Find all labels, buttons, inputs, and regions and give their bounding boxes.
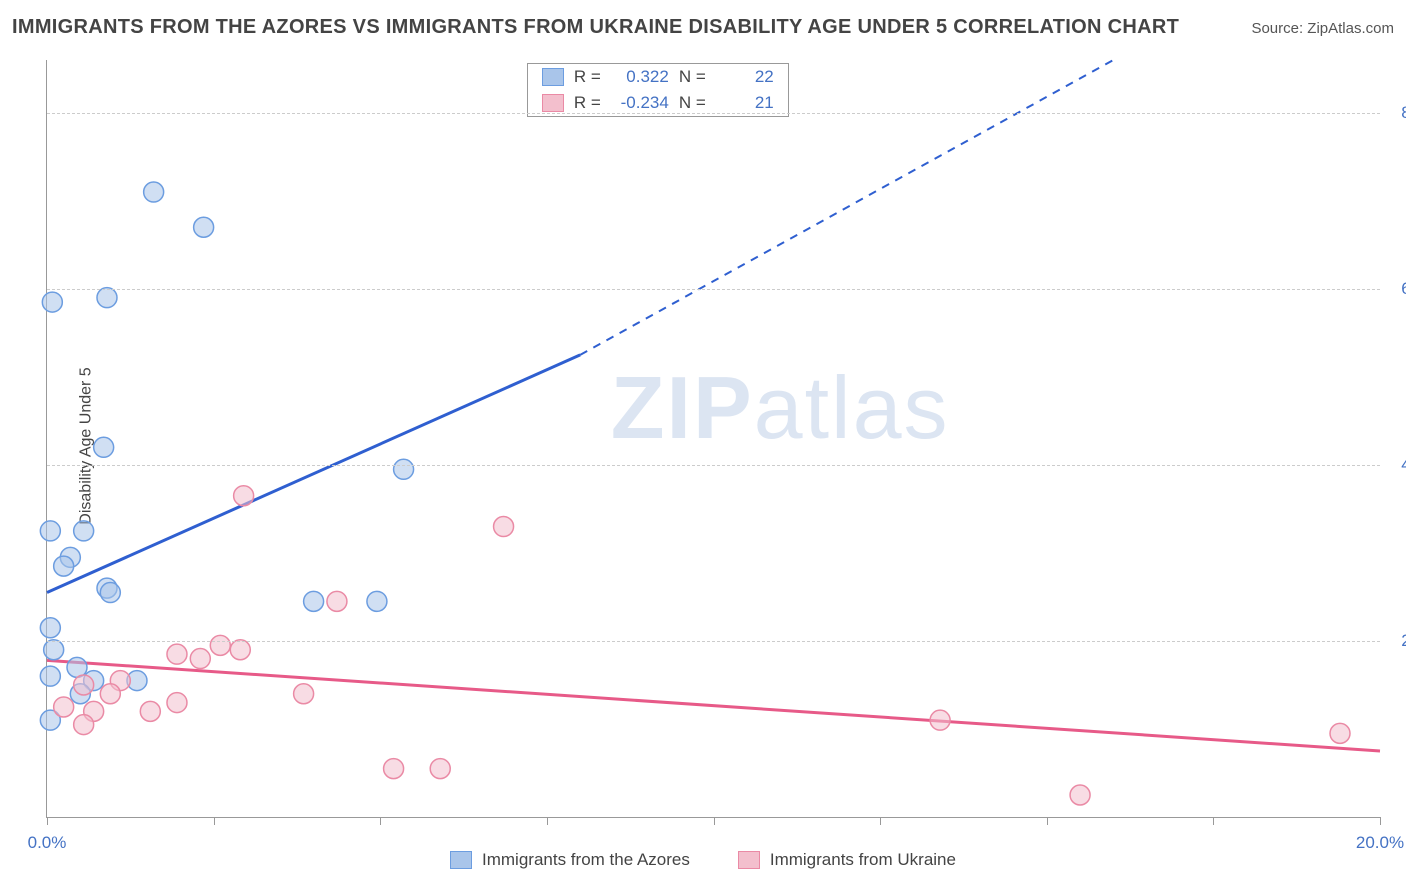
data-point-ukraine	[430, 759, 450, 779]
gridline	[47, 289, 1380, 290]
regression-line-dashed-azores	[580, 60, 1113, 355]
y-tick-label: 6.0%	[1401, 279, 1406, 299]
gridline	[47, 465, 1380, 466]
swatch-azores	[450, 851, 472, 869]
data-point-azores	[394, 459, 414, 479]
data-point-azores	[54, 556, 74, 576]
data-point-azores	[304, 591, 324, 611]
gridline	[47, 113, 1380, 114]
gridline	[47, 641, 1380, 642]
swatch-ukraine	[738, 851, 760, 869]
data-point-ukraine	[190, 649, 210, 669]
legend-item-azores: Immigrants from the Azores	[450, 850, 690, 870]
data-point-azores	[100, 583, 120, 603]
data-point-ukraine	[930, 710, 950, 730]
y-tick-label: 4.0%	[1401, 455, 1406, 475]
chart-svg	[47, 60, 1380, 817]
data-point-azores	[42, 292, 62, 312]
legend-label-ukraine: Immigrants from Ukraine	[770, 850, 956, 870]
data-point-ukraine	[327, 591, 347, 611]
data-point-azores	[94, 437, 114, 457]
data-point-ukraine	[384, 759, 404, 779]
data-point-ukraine	[74, 715, 94, 735]
data-point-ukraine	[167, 693, 187, 713]
x-tick	[714, 817, 715, 825]
data-point-azores	[40, 521, 60, 541]
data-point-ukraine	[494, 517, 514, 537]
x-tick	[547, 817, 548, 825]
x-tick	[380, 817, 381, 825]
regression-line-ukraine	[47, 660, 1380, 751]
chart-header: IMMIGRANTS FROM THE AZORES VS IMMIGRANTS…	[12, 16, 1394, 39]
data-point-ukraine	[140, 701, 160, 721]
data-point-ukraine	[167, 644, 187, 664]
data-point-ukraine	[1070, 785, 1090, 805]
x-tick	[1213, 817, 1214, 825]
x-tick	[880, 817, 881, 825]
data-point-azores	[97, 288, 117, 308]
data-point-ukraine	[1330, 723, 1350, 743]
data-point-ukraine	[74, 675, 94, 695]
chart-source: Source: ZipAtlas.com	[1251, 20, 1394, 37]
x-tick	[1380, 817, 1381, 825]
legend-item-ukraine: Immigrants from Ukraine	[738, 850, 956, 870]
data-point-ukraine	[234, 486, 254, 506]
data-point-ukraine	[210, 635, 230, 655]
chart-plot-area: ZIPatlas R = 0.322 N = 22 R = -0.234 N =…	[46, 60, 1380, 818]
x-tick	[1047, 817, 1048, 825]
data-point-azores	[194, 217, 214, 237]
legend-label-azores: Immigrants from the Azores	[482, 850, 690, 870]
data-point-azores	[74, 521, 94, 541]
data-point-ukraine	[230, 640, 250, 660]
data-point-azores	[40, 618, 60, 638]
x-tick	[214, 817, 215, 825]
data-point-azores	[367, 591, 387, 611]
data-point-ukraine	[294, 684, 314, 704]
chart-title: IMMIGRANTS FROM THE AZORES VS IMMIGRANTS…	[12, 16, 1179, 39]
data-point-azores	[44, 640, 64, 660]
data-point-ukraine	[100, 684, 120, 704]
series-legend: Immigrants from the Azores Immigrants fr…	[0, 850, 1406, 870]
data-point-ukraine	[54, 697, 74, 717]
regression-line-azores	[47, 355, 580, 593]
y-tick-label: 8.0%	[1401, 103, 1406, 123]
data-point-azores	[40, 666, 60, 686]
x-tick	[47, 817, 48, 825]
data-point-azores	[144, 182, 164, 202]
y-tick-label: 2.0%	[1401, 631, 1406, 651]
